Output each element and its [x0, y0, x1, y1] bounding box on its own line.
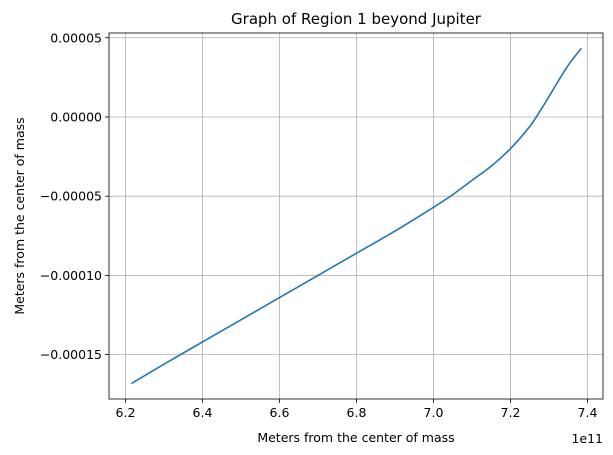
x-axis-offset-label: 1e11 [571, 431, 603, 446]
x-axis-label: Meters from the center of mass [257, 430, 454, 445]
y-tick-labels: −0.00015 −0.00010 −0.00005 0.00000 0.00005 [40, 30, 102, 362]
y-axis-label: Meters from the center of mass [12, 117, 27, 314]
x-tick-label: 6.6 [270, 405, 290, 420]
y-tick-label: −0.00015 [40, 347, 102, 362]
x-tick-label: 7.4 [578, 405, 598, 420]
x-tick-label: 6.2 [116, 405, 136, 420]
grid [109, 33, 603, 399]
x-tick-label: 7.0 [424, 405, 444, 420]
series-line [130, 47, 583, 385]
tick-marks [105, 37, 588, 403]
y-tick-label: 0.00005 [50, 30, 102, 45]
series-layer [130, 47, 583, 385]
plot-frame [108, 32, 604, 400]
chart-title: Graph of Region 1 beyond Jupiter [231, 10, 482, 28]
y-tick-label: −0.00005 [40, 189, 102, 204]
x-tick-label: 7.2 [501, 405, 521, 420]
x-tick-label: 6.4 [193, 405, 213, 420]
x-tick-label: 6.8 [347, 405, 367, 420]
x-tick-labels: 6.2 6.4 6.6 6.8 7.0 7.2 7.4 [116, 405, 598, 420]
y-tick-label: 0.00000 [50, 109, 102, 124]
y-tick-label: −0.00010 [40, 268, 102, 283]
